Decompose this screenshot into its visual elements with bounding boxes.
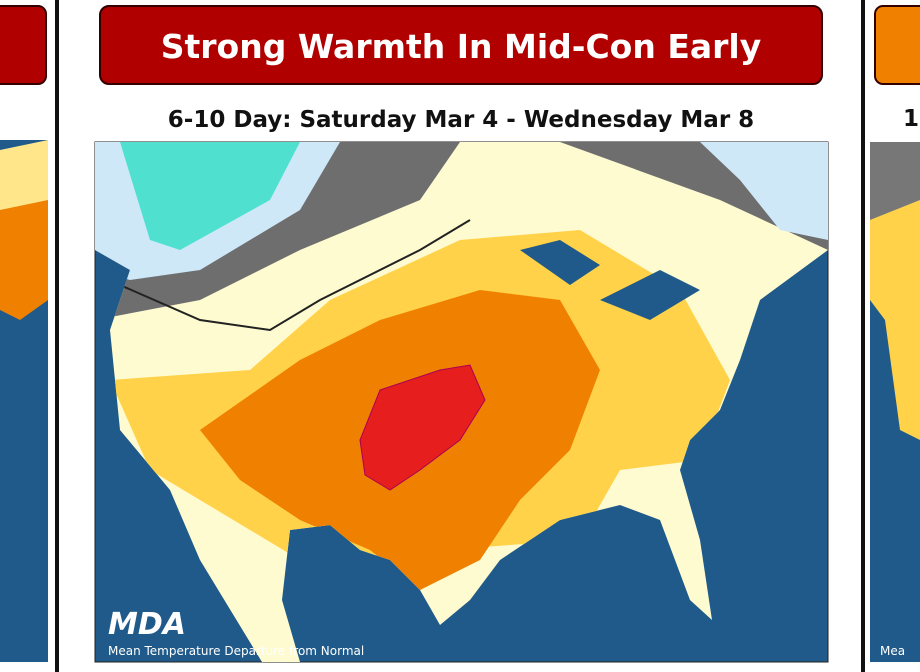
left-title-box	[0, 5, 47, 85]
right-subtitle: 1	[903, 106, 919, 132]
divider	[861, 0, 865, 672]
right-title-box	[874, 5, 920, 85]
right-map-land	[870, 142, 920, 220]
title: Strong Warmth In Mid-Con Early	[161, 27, 762, 66]
map-land	[95, 142, 828, 662]
subtitle: 6-10 Day: Saturday Mar 4 - Wednesday Mar…	[168, 107, 754, 133]
caption: Mean Temperature Departure from Normal	[108, 644, 364, 658]
divider	[55, 0, 59, 672]
title-box	[99, 5, 823, 85]
right-caption: Mea	[880, 644, 905, 658]
right-map-land	[870, 150, 920, 440]
left-map-land	[0, 140, 48, 210]
logo: MDA	[108, 607, 186, 642]
